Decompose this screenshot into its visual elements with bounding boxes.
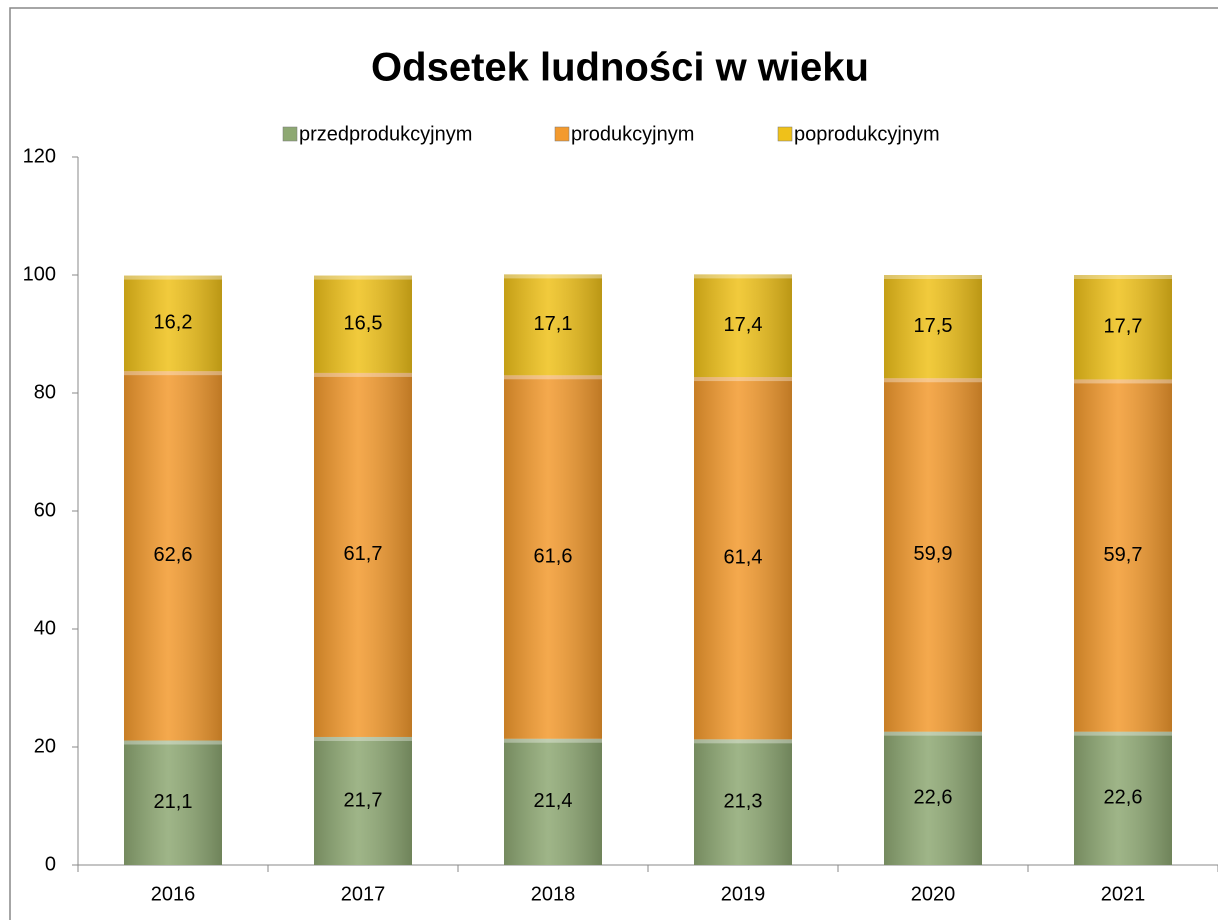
legend-label: przedprodukcyjnym	[299, 123, 472, 145]
bar-highlight	[694, 274, 792, 279]
legend-swatch	[554, 126, 570, 142]
y-tick-label: 100	[23, 263, 56, 285]
bar-shade	[694, 739, 792, 865]
y-tick-label: 0	[45, 853, 56, 875]
y-tick-label: 40	[34, 617, 56, 639]
bar-highlight	[1074, 379, 1172, 384]
data-label: 17,7	[1104, 315, 1143, 337]
bar-highlight	[694, 377, 792, 382]
bar-shade	[1074, 275, 1172, 380]
data-label: 21,4	[534, 790, 573, 812]
data-label: 17,5	[914, 315, 953, 337]
legend-swatch	[777, 126, 793, 142]
bar-highlight	[124, 275, 222, 280]
legend: przedprodukcyjnym produkcyjnym poprodukcyj…	[282, 123, 940, 145]
bar-shade	[314, 372, 412, 737]
bar-highlight	[124, 371, 222, 376]
data-label: 61,6	[534, 545, 573, 567]
bar-highlight	[884, 275, 982, 279]
data-label: 16,5	[344, 313, 383, 335]
bar-shade	[1074, 731, 1172, 865]
bar-shade	[124, 740, 222, 865]
data-label: 59,7	[1104, 544, 1143, 566]
bar-shade	[694, 274, 792, 378]
data-label: 16,2	[154, 312, 193, 334]
bar-highlight	[694, 739, 792, 744]
data-label: 21,7	[344, 789, 383, 811]
x-tick-label: 2020	[911, 883, 956, 905]
data-label: 22,6	[1104, 787, 1143, 809]
x-tick-label: 2016	[151, 883, 196, 905]
bar-shade	[504, 375, 602, 739]
bar-shade	[504, 738, 602, 865]
bar-shade	[504, 274, 602, 376]
bar-shade	[1074, 379, 1172, 732]
x-tick-label: 2018	[531, 883, 576, 905]
bar-highlight	[504, 274, 602, 279]
data-label: 61,4	[724, 546, 763, 568]
bar-shade	[884, 731, 982, 865]
bar-highlight	[124, 740, 222, 745]
bar-highlight	[314, 275, 412, 280]
bar-shade	[884, 378, 982, 732]
data-label: 61,7	[344, 543, 383, 565]
bar-highlight	[884, 731, 982, 736]
chart-border	[9, 7, 1218, 920]
x-tick-label: 2017	[341, 883, 386, 905]
data-label: 17,4	[724, 314, 763, 336]
legend-label: produkcyjnym	[571, 123, 694, 145]
bar-highlight	[314, 372, 412, 377]
y-tick-label: 20	[34, 735, 56, 757]
data-label: 21,3	[724, 790, 763, 812]
legend-swatch	[282, 126, 298, 142]
bar-shade	[884, 275, 982, 379]
y-tick-label: 80	[34, 381, 56, 403]
bar-highlight	[1074, 275, 1172, 279]
bar-highlight	[504, 375, 602, 380]
bar-highlight	[884, 378, 982, 383]
y-tick-label: 60	[34, 499, 56, 521]
data-label: 62,6	[154, 544, 193, 566]
x-tick-label: 2021	[1101, 883, 1146, 905]
legend-label: poprodukcyjnym	[794, 123, 940, 145]
data-label: 59,9	[914, 543, 953, 565]
bar-highlight	[314, 736, 412, 741]
bar-shade	[124, 371, 222, 741]
y-tick-label: 120	[23, 145, 56, 167]
chart-title: Odsetek ludności w wieku	[371, 46, 869, 90]
bar-shade	[694, 377, 792, 740]
data-label: 22,6	[914, 787, 953, 809]
bar-highlight	[1074, 731, 1172, 736]
bar-shade	[314, 275, 412, 373]
data-label: 17,1	[534, 313, 573, 335]
bar-highlight	[504, 738, 602, 743]
data-label: 21,1	[154, 791, 193, 813]
x-tick-label: 2019	[721, 883, 766, 905]
bar-shade	[314, 736, 412, 865]
bar-shade	[124, 275, 222, 372]
